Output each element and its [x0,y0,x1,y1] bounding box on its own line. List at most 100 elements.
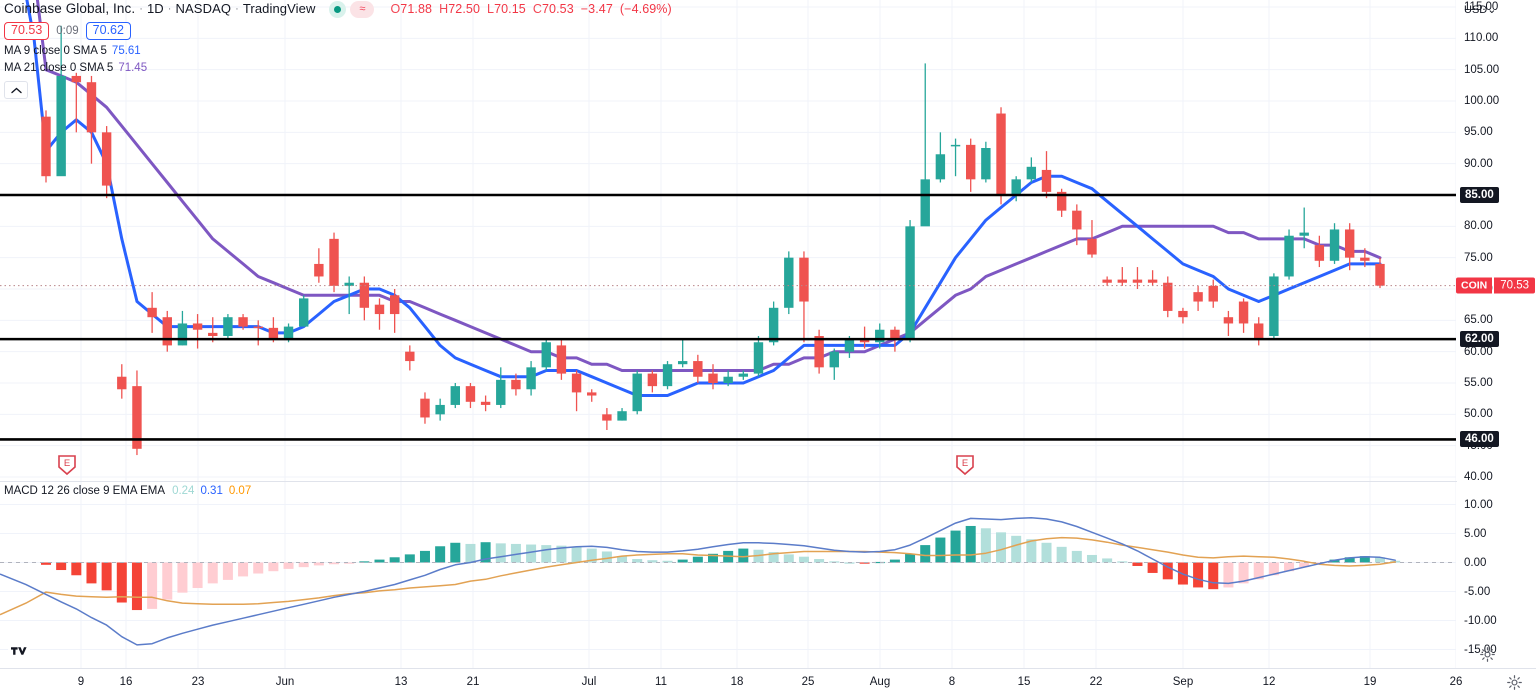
svg-text:E: E [962,458,968,469]
low-label: L [487,1,495,16]
time-tick-sep: Sep [1172,676,1194,688]
ma21-title: MA 21 close 0 SMA 5 [4,62,114,75]
tradingview-logo [8,640,30,662]
symbol-name[interactable]: Coinbase Global, Inc. [4,1,136,17]
price-tick-115-00: 115.00 [1464,1,1499,13]
currency-label: USD [1464,4,1488,16]
macd-indicator-pane[interactable] [0,482,1456,668]
currency-caret-icon: ⌄ [1487,4,1497,16]
source-label: TradingView [242,1,316,17]
price-tick-90-00: 90.00 [1464,157,1493,170]
price-tag-symbol: COIN [1456,277,1493,294]
open-label: O [390,1,401,16]
earnings-marker[interactable]: E [58,455,76,476]
price-tick-75-00: 75.00 [1464,251,1493,264]
close-value: 70.53 [541,1,574,16]
macd-line-value: 0.31 [200,485,223,497]
earnings-marker[interactable]: E [956,455,974,476]
price-tick-40-00: 40.00 [1464,471,1493,483]
price-tick-105-00: 105.00 [1464,63,1500,76]
price-tick-55-00: 55.00 [1464,377,1493,389]
svg-text:E: E [64,458,70,469]
macd-tick-5neg00: 5.00 [1464,527,1487,540]
time-tick-9: 9 [77,676,85,688]
time-tick-8: 8 [948,676,956,688]
bar-countdown: 0:09 [56,24,79,37]
time-tick-aug: Aug [869,676,891,688]
chevron-up-icon [10,87,22,93]
time-tick-25: 25 [801,676,815,688]
tradingview-logo-icon [10,647,27,655]
price-level-label-46-00[interactable]: 46.00 [1460,431,1499,448]
time-tick-21: 21 [466,676,480,688]
indicator-row-ma9[interactable]: MA 9 close 0 SMA 5 75.61 [4,45,672,58]
next-price-chip[interactable]: 70.62 [85,22,131,40]
price-tick-100-00: 100.00 [1464,95,1500,107]
price-tick-50-00: 50.00 [1464,408,1493,421]
time-tick-23: 23 [191,676,205,688]
time-tick-26: 26 [1449,676,1463,688]
price-tick-65-00: 65.00 [1464,314,1493,327]
time-tick-jun: Jun [275,676,295,688]
open-value: 71.88 [400,1,433,16]
time-tick-22: 22 [1089,676,1103,688]
price-tick-80-00: 80.00 [1464,220,1493,233]
macd-tick-neg5-00: -5.00 [1464,585,1491,598]
ohlc-values: O71.88 H72.50 L70.15 C70.53 −3.47 (−4.69%) [390,1,672,17]
pane-divider [0,481,1456,482]
macd-hist-value: 0.24 [172,485,195,497]
low-value: 70.15 [494,1,526,16]
change-value: −3.47 [580,1,613,16]
interval-label[interactable]: 1D [146,1,164,17]
price-axis[interactable]: USD⌄ 115.00 110.00 105.00 100.00 95.00 90.00 8… [1456,0,1536,483]
current-price-tag[interactable]: COIN 70.53 [1456,277,1536,294]
ma9-value: 75.61 [111,44,141,57]
chart-settings-gear-icon[interactable] [1507,675,1522,690]
extended-hours-icon[interactable]: ≈ [350,1,375,18]
high-value: 72.50 [448,1,480,16]
price-level-label-85-00[interactable]: 85.00 [1460,187,1499,203]
macd-tick-neg10-00: -10.00 [1464,614,1497,627]
time-tick-18: 18 [730,676,744,688]
symbol-header: Coinbase Global, Inc. · 1D · NASDAQ · Tr… [4,1,672,18]
currency-selector[interactable]: USD⌄ [1464,3,1496,16]
collapse-legend-button[interactable] [4,81,28,100]
ma9-title: MA 9 close 0 SMA 5 [4,44,107,57]
last-price-chip[interactable]: 70.53 [4,22,50,40]
macd-tick-0neg00: 0.00 [1464,556,1487,569]
time-axis[interactable]: 9 16 23 Jun 13 21 Jul 11 18 25 Aug 8 15 22 Sep 12 19 26 [0,668,1536,696]
time-tick-jul: Jul [581,676,597,688]
indicator-row-ma21[interactable]: MA 21 close 0 SMA 5 71.45 [4,62,672,75]
time-tick-12: 12 [1262,676,1276,688]
macd-signal-value: 0.07 [228,485,252,497]
price-tick-60-00: 60.00 [1464,345,1493,358]
legend-separator-1: · [139,3,143,16]
macd-axis[interactable]: 10.00 5.00 0.00 -5.00 -10.00 -15.00 [1456,482,1536,668]
exchange-label: NASDAQ [175,1,232,17]
macd-title: MACD 12 26 close 9 EMA EMA [4,485,166,497]
price-tick-110-00: 110.00 [1464,32,1499,45]
ma21-value: 71.45 [118,62,148,75]
high-label: H [439,1,449,16]
price-level-label-62-00[interactable]: 62.00 [1460,331,1499,348]
time-tick-15: 15 [1017,676,1031,688]
price-tag-value: 70.53 [1494,277,1536,294]
market-open-dot-icon[interactable] [329,1,347,18]
price-tick-95-00: 95.00 [1464,126,1493,139]
close-label: C [532,1,542,16]
legend-separator-2: · [167,3,172,16]
macd-tick-10neg00: 10.00 [1464,498,1493,511]
macd-settings-gear-icon[interactable] [1480,647,1495,662]
price-chip-row: 70.53 0:09 70.62 [4,22,672,40]
time-tick-11: 11 [655,676,667,688]
macd-legend[interactable]: MACD 12 26 close 9 EMA EMA 0.24 0.31 0.07 [4,485,251,497]
chart-legend: Coinbase Global, Inc. · 1D · NASDAQ · Tr… [4,1,672,100]
time-tick-13: 13 [394,676,408,688]
time-tick-19: 19 [1363,676,1377,688]
change-percent: (−4.69%) [619,1,672,16]
session-badges: ≈ [329,1,375,18]
legend-separator-3: · [235,3,239,16]
time-tick-16: 16 [119,676,133,688]
